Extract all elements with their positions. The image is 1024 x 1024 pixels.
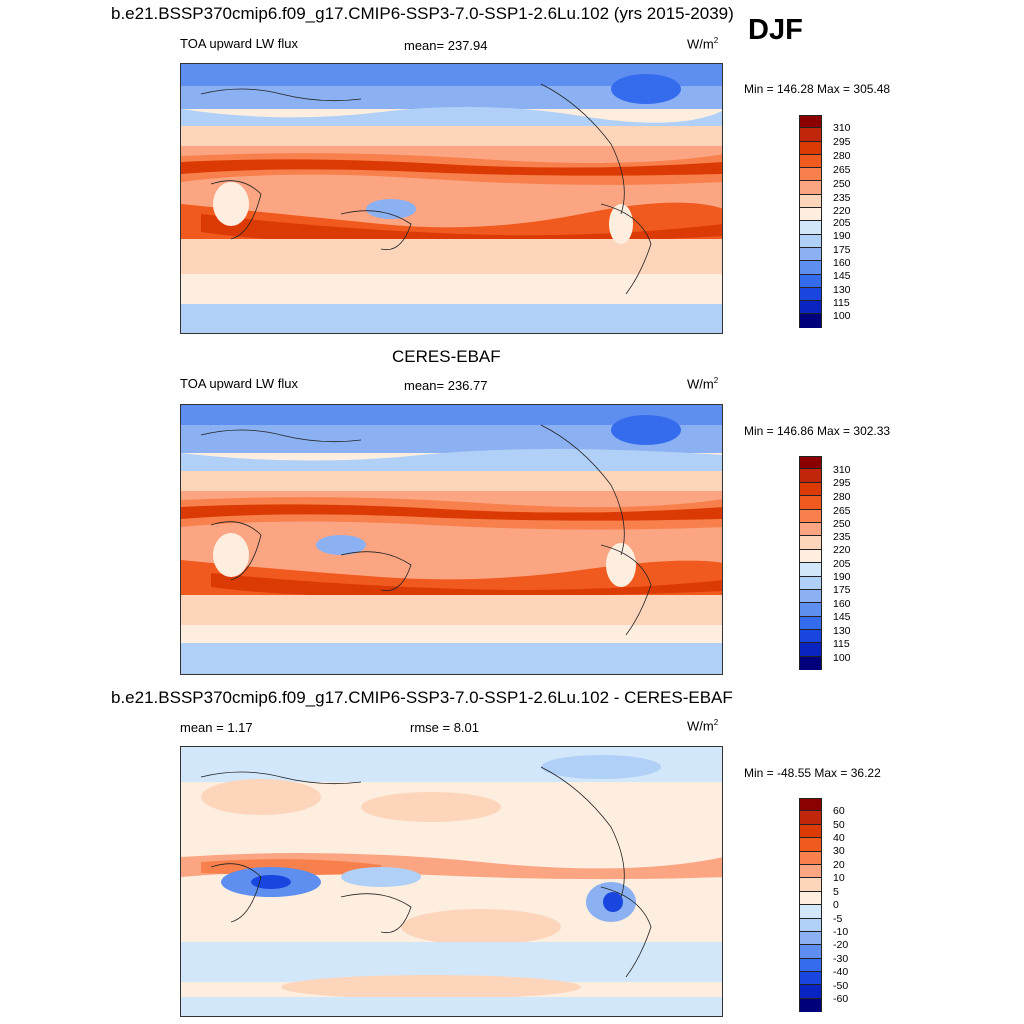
cbar-tick-label: 115 — [833, 297, 850, 309]
cbar-tick-label: -5 — [833, 913, 843, 925]
cbar-tick-label: 5 — [833, 886, 839, 898]
panel-1-units: W/m2 — [687, 36, 719, 52]
cbar-tick-label: 10 — [833, 872, 845, 884]
panel-1-variable-label: TOA upward LW flux — [180, 36, 299, 51]
panel-3-rmse-label: rmse = 8.01 — [410, 720, 480, 735]
panel-2-units: W/m2 — [687, 376, 719, 392]
cbar-tick-label: -10 — [833, 926, 849, 938]
panel-3-minmax: Min = -48.55 Max = 36.22 — [744, 766, 881, 780]
cbar-tick-label: 190 — [833, 230, 851, 242]
cbar-tick-label: 295 — [833, 477, 851, 489]
cbar-tick-label: 100 — [833, 310, 851, 322]
season-label: DJF — [748, 14, 803, 46]
cbar-tick-label: 265 — [833, 164, 851, 176]
cbar-tick-label: 40 — [833, 832, 845, 844]
cbar-tick-label: 175 — [833, 244, 851, 256]
cbar-tick-label: -30 — [833, 953, 849, 965]
cbar-tick-label: 20 — [833, 859, 845, 871]
cbar-tick-label: -20 — [833, 939, 849, 951]
cbar-tick-label: 130 — [833, 625, 851, 637]
cbar-tick-label: 145 — [833, 270, 851, 282]
panel-2-map — [180, 404, 723, 675]
cbar-tick-label: 205 — [833, 217, 851, 229]
cbar-tick-label: 0 — [833, 899, 839, 911]
cbar-tick-label: 50 — [833, 819, 845, 831]
panel-1-map — [180, 63, 723, 334]
cbar-tick-label: 265 — [833, 505, 851, 517]
cbar-tick-label: 205 — [833, 558, 851, 570]
cbar-tick-label: 60 — [833, 805, 845, 817]
cbar-tick-label: 235 — [833, 192, 851, 204]
cbar-tick-label: 160 — [833, 598, 851, 610]
cbar-tick-label: 115 — [833, 638, 850, 650]
cbar-tick-label: 280 — [833, 150, 851, 162]
cbar-tick-label: 310 — [833, 122, 851, 134]
cbar-tick-label: 30 — [833, 845, 845, 857]
cbar-tick-label: 280 — [833, 491, 851, 503]
panel-3-colorbar — [799, 798, 822, 1013]
cbar-tick-label: 250 — [833, 518, 851, 530]
cbar-tick-label: 310 — [833, 464, 851, 476]
cbar-tick-label: 235 — [833, 531, 851, 543]
panel-3-mean-label: mean = 1.17 — [180, 720, 253, 735]
cbar-tick-label: 160 — [833, 257, 851, 269]
panel-2-variable-label: TOA upward LW flux — [180, 376, 299, 391]
panel-2-mean-label: mean= 236.77 — [404, 378, 488, 393]
cbar-tick-label: 145 — [833, 611, 851, 623]
panel-1-minmax: Min = 146.28 Max = 305.48 — [744, 82, 891, 96]
cbar-tick-label: 100 — [833, 652, 851, 664]
cbar-tick-label: 250 — [833, 178, 851, 190]
panel-1-title: b.e21.BSSP370cmip6.f09_g17.CMIP6-SSP3-7.… — [111, 4, 734, 23]
panel-3-title: b.e21.BSSP370cmip6.f09_g17.CMIP6-SSP3-7.… — [111, 688, 733, 707]
panel-2-map-svg — [181, 405, 722, 674]
panel-2-title: CERES-EBAF — [392, 347, 501, 366]
panel-2-colorbar — [799, 456, 822, 671]
panel-3-units: W/m2 — [687, 718, 719, 734]
cbar-tick-label: 175 — [833, 584, 851, 596]
panel-1-map-svg — [181, 64, 722, 333]
panel-1-mean-label: mean= 237.94 — [404, 38, 488, 53]
cbar-tick-label: -40 — [833, 966, 849, 978]
cbar-tick-label: -50 — [833, 980, 849, 992]
panel-3-map — [180, 746, 723, 1017]
cbar-tick-label: -60 — [833, 993, 849, 1005]
cbar-tick-label: 220 — [833, 544, 851, 556]
panel-1-colorbar — [799, 115, 822, 328]
cbar-tick-label: 190 — [833, 571, 851, 583]
panel-2-minmax: Min = 146.86 Max = 302.33 — [744, 424, 891, 438]
panel-3-map-svg — [181, 747, 722, 1016]
cbar-tick-label: 295 — [833, 136, 851, 148]
cbar-tick-label: 220 — [833, 205, 851, 217]
cbar-tick-label: 130 — [833, 284, 851, 296]
